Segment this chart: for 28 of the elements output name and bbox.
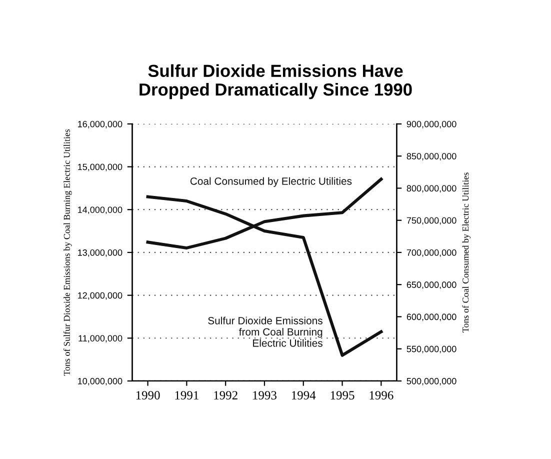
x-tick-label: 1992	[214, 391, 238, 400]
y-tick-label: 12,000,000	[78, 292, 122, 300]
x-tick-label: 1993	[253, 391, 276, 400]
y-tick-label: 13,000,000	[78, 249, 122, 257]
y2-tick-label: 650,000,000	[406, 282, 456, 290]
y2-axis-title: Tons of Coal Consumed by Electric Utilities	[462, 172, 470, 332]
x-tick-label: 1991	[175, 391, 198, 400]
series-label: Coal Consumed by Electric Utilities	[190, 177, 352, 187]
y-tick-label: 16,000,000	[78, 120, 122, 128]
y-tick-label: 11,000,000	[78, 335, 122, 343]
y-tick-label: 10,000,000	[78, 378, 122, 386]
y2-tick-label: 600,000,000	[406, 314, 456, 322]
y2-tick-label: 700,000,000	[406, 249, 456, 257]
y-tick-label: 14,000,000	[78, 206, 122, 214]
y2-tick-label: 750,000,000	[406, 217, 456, 225]
series-label: Sulfur Dioxide Emissions from Coal Burning Electric Utilities	[208, 316, 322, 347]
x-tick-label: 1996	[370, 391, 394, 400]
x-tick-label: 1995	[330, 391, 354, 400]
y2-tick-label: 550,000,000	[406, 346, 456, 354]
x-tick-label: 1990	[136, 391, 160, 400]
y2-tick-label: 900,000,000	[406, 120, 456, 128]
y-axis-title: Tons of Sulfur Dioxide Emissions by Coal Burning Electric Utilities	[63, 129, 72, 376]
y2-tick-label: 800,000,000	[406, 185, 456, 193]
x-tick-label: 1994	[292, 391, 316, 400]
y2-tick-label: 500,000,000	[406, 378, 456, 386]
chart-title: Sulfur Dioxide Emissions Have Dropped Dramatically Since 1990	[140, 64, 412, 100]
y2-tick-label: 850,000,000	[406, 153, 456, 160]
y-tick-label: 15,000,000	[78, 164, 122, 172]
